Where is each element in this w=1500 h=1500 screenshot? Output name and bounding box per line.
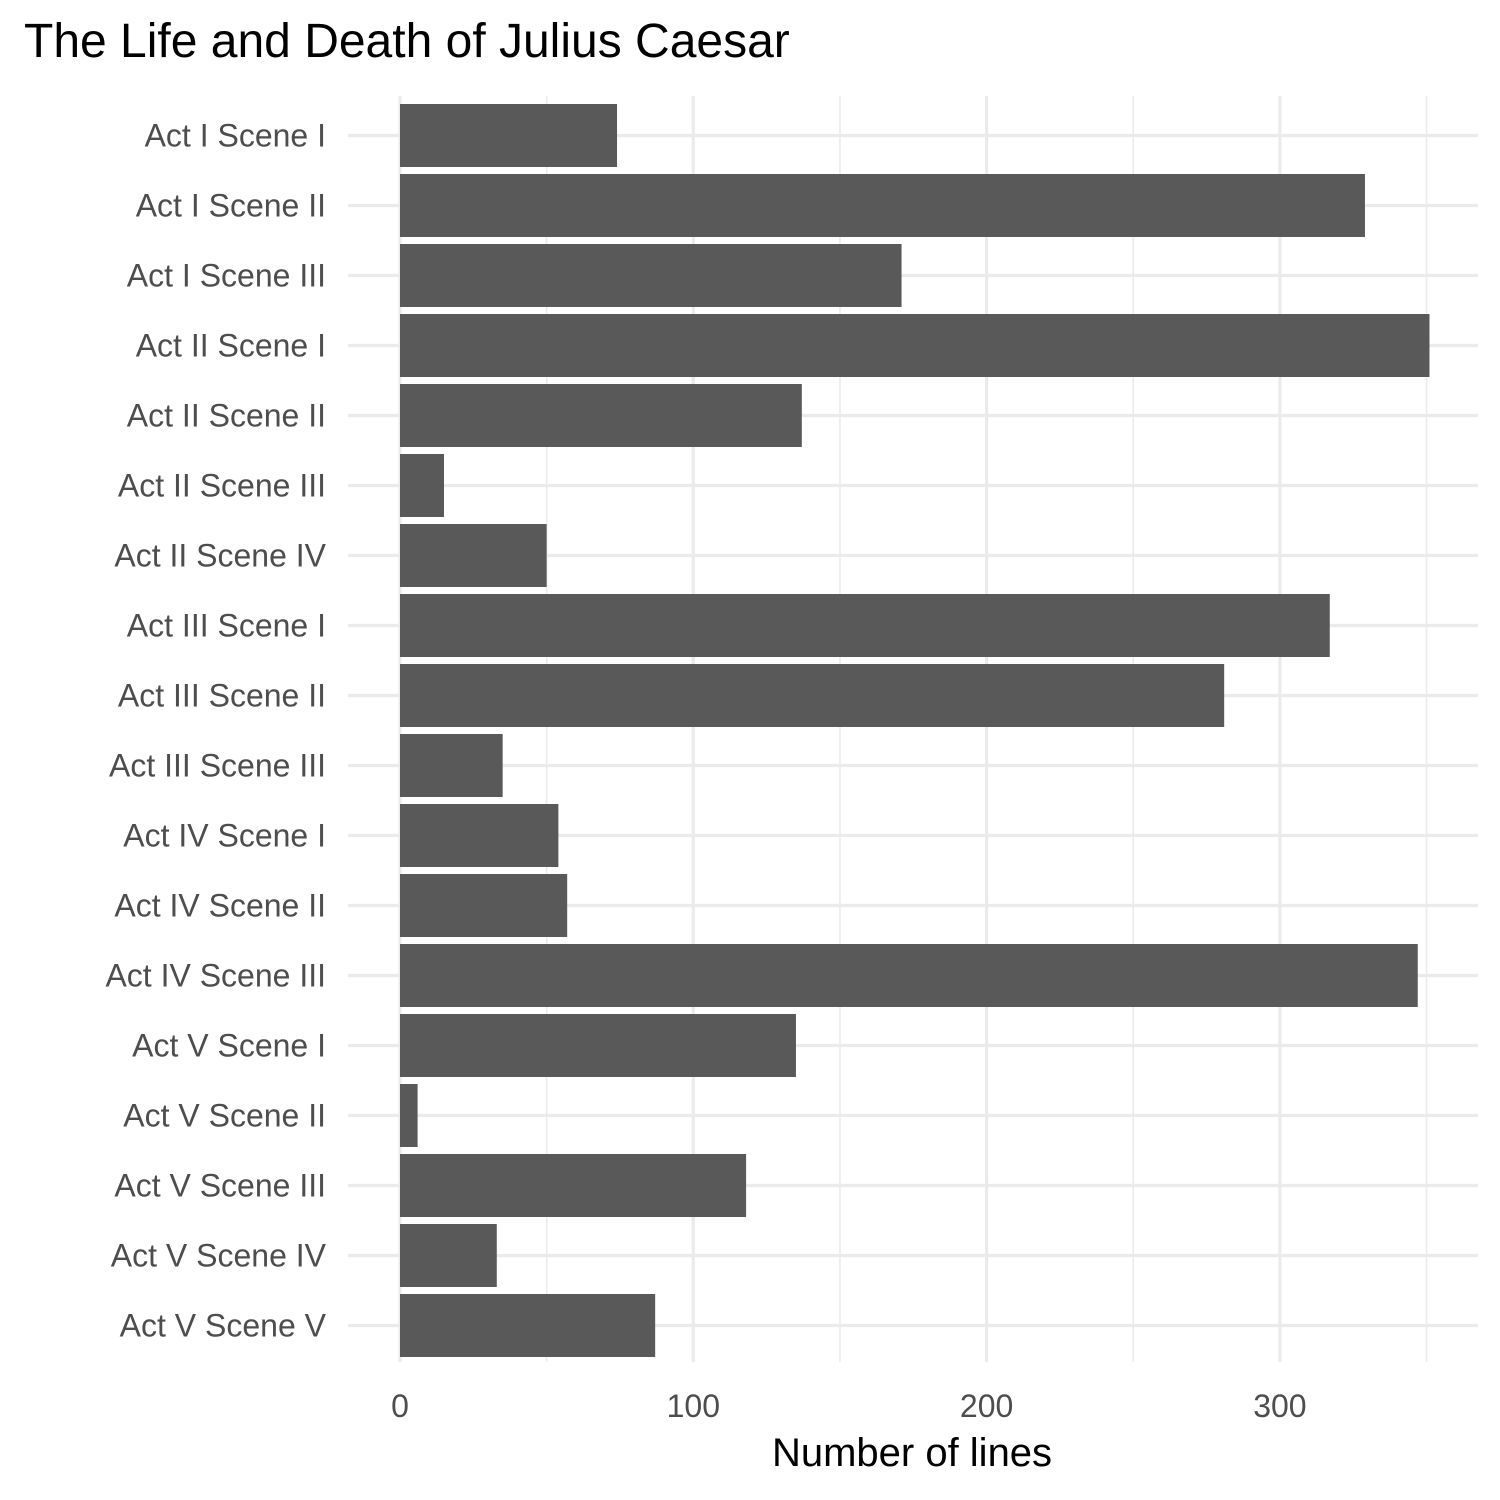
category-label: Act I Scene I [145,118,326,154]
category-label: Act V Scene V [120,1308,327,1344]
category-label: Act IV Scene I [123,818,326,854]
bar [400,174,1365,237]
x-tick-label: 0 [391,1388,409,1424]
category-label: Act V Scene II [123,1098,326,1134]
bar [400,944,1418,1007]
x-tick-label: 300 [1253,1388,1306,1424]
category-label: Act III Scene III [109,748,326,784]
bar [400,664,1225,727]
category-label: Act II Scene I [136,328,326,364]
bar [400,1084,418,1147]
category-label: Act II Scene III [118,468,326,504]
bar [400,1154,747,1217]
bar [400,874,568,937]
bar [400,384,802,447]
bar [400,1224,497,1287]
chart-title: The Life and Death of Julius Caesar [24,15,790,68]
bar [400,804,559,867]
bar [400,594,1330,657]
bar [400,1014,796,1077]
x-tick-labels: 0 100 200 300 [391,1388,1306,1424]
x-tick-label: 100 [667,1388,720,1424]
category-label: Act III Scene I [127,608,326,644]
bar [400,454,444,517]
category-label: Act II Scene II [127,398,326,434]
x-axis-title: Number of lines [772,1431,1052,1475]
category-label: Act V Scene IV [111,1238,327,1274]
category-label: Act V Scene I [132,1028,326,1064]
x-tick-label: 200 [960,1388,1013,1424]
bar [400,1294,656,1357]
category-label: Act II Scene IV [114,538,326,574]
category-label: Act IV Scene II [114,888,326,924]
category-label: Act V Scene III [114,1168,326,1204]
bars [400,104,1430,1357]
category-label: Act I Scene II [136,188,326,224]
bar [400,244,902,307]
bar [400,104,618,167]
bar [400,524,547,587]
category-label: Act IV Scene III [105,958,326,994]
category-label: Act III Scene II [118,678,326,714]
category-labels: Act I Scene I Act I Scene II Act I Scene I… [105,118,326,1344]
bar [400,314,1430,377]
category-label: Act I Scene III [127,258,326,294]
bar [400,734,503,797]
